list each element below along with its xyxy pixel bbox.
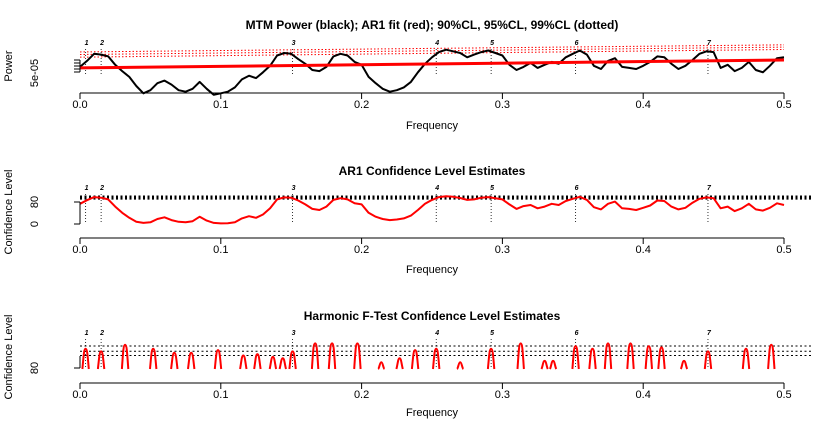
ftest-spike <box>254 354 260 369</box>
ftest-peak-label-4: 4 <box>434 330 439 337</box>
ftest-spike <box>541 361 547 369</box>
ar1-peak-label-3: 3 <box>292 185 296 192</box>
ar1-panel-title: AR1 Confidence Level Estimates <box>339 164 526 178</box>
ftest-spike <box>518 343 524 369</box>
ftest-panel-title: Harmonic F-Test Confidence Level Estimat… <box>304 309 561 323</box>
ftest-peak-label-1: 1 <box>85 330 89 337</box>
power-peak-label-6: 6 <box>575 40 579 47</box>
power-peak-markers: 1 2 3 4 5 6 7 <box>85 40 712 75</box>
ar1-y-tick-label-80: 80 <box>29 196 41 208</box>
power-peak-label-4: 4 <box>434 40 439 47</box>
power-x-tick-label: 0.3 <box>495 99 510 111</box>
ar1-series <box>80 196 784 223</box>
ar1-x-tick-label: 0.2 <box>354 244 369 256</box>
ftest-spike <box>681 361 687 369</box>
ftest-spike <box>270 357 276 369</box>
power-y-tick-label: 5e-05 <box>29 59 41 87</box>
ftest-spike <box>171 353 177 369</box>
ftest-spike <box>589 349 595 369</box>
power-y-axis <box>74 60 80 72</box>
ar1-y-axis-label: Confidence Level <box>3 169 15 254</box>
ftest-x-tick-label: 0.0 <box>72 389 87 401</box>
power-peak-label-3: 3 <box>292 40 296 47</box>
power-y-axis-label: Power <box>3 50 15 82</box>
ftest-spike <box>768 345 774 369</box>
power-confidence-lines <box>80 45 784 57</box>
panel-ftest-confidence: Harmonic F-Test Confidence Level Estimat… <box>3 309 812 419</box>
ar1-x-axis: 0.0 0.1 0.2 0.3 0.4 0.5 <box>72 238 791 256</box>
ar1-x-tick-label: 0.4 <box>636 244 651 256</box>
power-x-tick-label: 0.0 <box>72 99 87 111</box>
ar1-peak-label-4: 4 <box>434 185 439 192</box>
ftest-spike <box>150 349 156 369</box>
ftest-spike <box>354 343 360 369</box>
ftest-series <box>82 343 774 369</box>
ar1-x-tick-label: 0.0 <box>72 244 87 256</box>
power-x-tick-label: 0.2 <box>354 99 369 111</box>
ftest-x-tick-label: 0.1 <box>213 389 228 401</box>
ar1-peak-label-2: 2 <box>99 185 104 192</box>
ftest-spike <box>605 343 611 369</box>
ar1-x-tick-label: 0.5 <box>776 244 791 256</box>
ar1-y-axis <box>74 202 80 224</box>
power-peak-label-1: 1 <box>85 40 89 47</box>
ftest-spike <box>412 350 418 369</box>
ftest-spike <box>329 343 335 369</box>
ftest-spike <box>646 346 652 369</box>
ar1-peak-label-1: 1 <box>85 185 89 192</box>
ftest-x-tick-label: 0.3 <box>495 389 510 401</box>
power-cl99-line <box>80 45 784 52</box>
power-panel-title: MTM Power (black); AR1 fit (red); 90%CL,… <box>246 18 619 32</box>
power-x-axis: 0.0 0.1 0.2 0.3 0.4 0.5 <box>72 93 791 111</box>
panel-ar1-confidence: AR1 Confidence Level Estimates Confidenc… <box>3 164 812 276</box>
ftest-spike <box>215 350 221 369</box>
ftest-y-axis <box>74 356 80 368</box>
ar1-peak-label-6: 6 <box>575 185 579 192</box>
ftest-peak-label-6: 6 <box>575 330 579 337</box>
panel-power: MTM Power (black); AR1 fit (red); 90%CL,… <box>3 18 792 132</box>
ftest-spike <box>240 356 246 370</box>
power-x-tick-label: 0.5 <box>776 99 791 111</box>
ar1-x-tick-label: 0.3 <box>495 244 510 256</box>
ftest-x-tick-label: 0.5 <box>776 389 791 401</box>
ftest-spike <box>743 349 749 369</box>
ftest-spike <box>188 353 194 369</box>
ftest-spike <box>378 362 384 369</box>
ftest-spike <box>627 343 633 369</box>
ftest-spike <box>457 362 463 369</box>
ar1-peak-label-7: 7 <box>707 185 712 192</box>
ar1-cl-line <box>80 196 784 223</box>
ftest-peak-label-7: 7 <box>707 330 712 337</box>
ftest-x-axis: 0.0 0.1 0.2 0.3 0.4 0.5 <box>72 383 791 401</box>
ftest-x-axis-label: Frequency <box>406 407 458 419</box>
ftest-y-tick-label-80: 80 <box>29 362 41 374</box>
ftest-spike <box>312 343 318 369</box>
ftest-spike <box>122 345 128 369</box>
ar1-x-tick-label: 0.1 <box>213 244 228 256</box>
ar1-y-tick-label-0: 0 <box>29 221 41 227</box>
ftest-x-tick-label: 0.2 <box>354 389 369 401</box>
power-x-tick-label: 0.4 <box>636 99 651 111</box>
power-x-tick-label: 0.1 <box>213 99 228 111</box>
ftest-peak-label-3: 3 <box>292 330 296 337</box>
ftest-spike <box>396 358 402 369</box>
ftest-spike <box>550 361 556 369</box>
ar1-peak-label-5: 5 <box>490 185 494 192</box>
power-peak-label-5: 5 <box>490 40 494 47</box>
ftest-x-tick-label: 0.4 <box>636 389 651 401</box>
power-x-axis-label: Frequency <box>406 120 458 132</box>
ar1-x-axis-label: Frequency <box>406 264 458 276</box>
power-ar1-fit-line <box>80 60 784 68</box>
ftest-peak-label-5: 5 <box>490 330 494 337</box>
power-peak-label-2: 2 <box>99 40 104 47</box>
ftest-spike <box>280 358 286 369</box>
ftest-y-axis-label: Confidence Level <box>3 314 15 399</box>
ftest-peak-label-2: 2 <box>99 330 104 337</box>
ftest-spike <box>658 347 664 369</box>
